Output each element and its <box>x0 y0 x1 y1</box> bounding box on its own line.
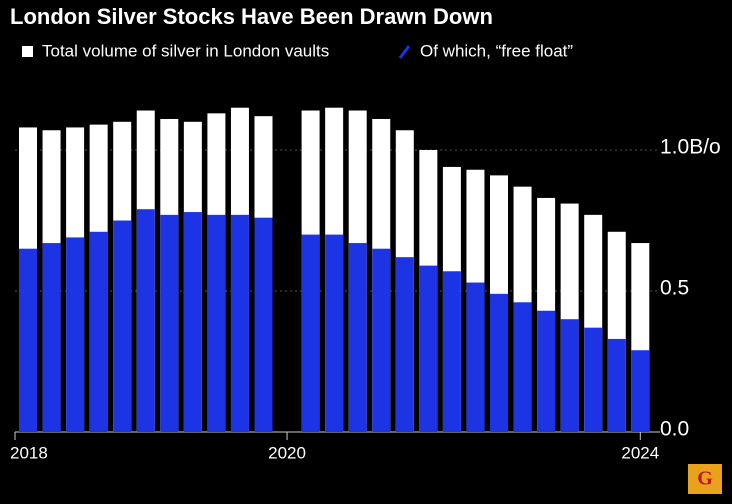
bar <box>254 217 273 432</box>
logo-box <box>688 464 722 494</box>
legend-label: Of which, “free float” <box>420 41 573 60</box>
bar <box>66 237 85 432</box>
legend: Total volume of silver in London vaults O… <box>22 41 573 60</box>
bar <box>419 265 438 432</box>
bar <box>537 310 556 432</box>
legend-label: Total volume of silver in London vaults <box>42 41 329 60</box>
bar <box>136 209 155 432</box>
bar <box>607 338 626 432</box>
y-tick-label: 1.0B/o <box>660 136 721 159</box>
bar <box>325 234 344 432</box>
bar <box>372 248 391 432</box>
bar <box>631 350 650 432</box>
bar <box>442 271 461 432</box>
bar <box>348 243 367 432</box>
legend-swatch <box>398 45 411 59</box>
y-tick-label: 0.5 <box>660 277 689 300</box>
logo: G <box>697 468 713 490</box>
bar <box>42 243 61 432</box>
bar <box>584 327 603 432</box>
bar <box>466 282 485 432</box>
bar <box>183 212 202 432</box>
bar <box>160 214 179 432</box>
bar <box>301 234 320 432</box>
bar <box>19 248 37 432</box>
y-tick-label: 0.0 <box>660 418 689 441</box>
bar <box>230 214 249 432</box>
bar <box>560 319 579 432</box>
bar <box>490 293 508 432</box>
x-tick-label: 2018 <box>10 443 48 462</box>
bar <box>113 220 132 432</box>
bar <box>395 257 414 432</box>
bar <box>207 214 226 432</box>
bar <box>513 302 532 432</box>
bar <box>89 231 108 432</box>
x-tick-label: 2020 <box>268 443 306 462</box>
legend-swatch <box>22 46 33 57</box>
x-tick-label: 2024 <box>621 443 659 462</box>
chart-title: London Silver Stocks Have Been Drawn Dow… <box>10 4 493 29</box>
